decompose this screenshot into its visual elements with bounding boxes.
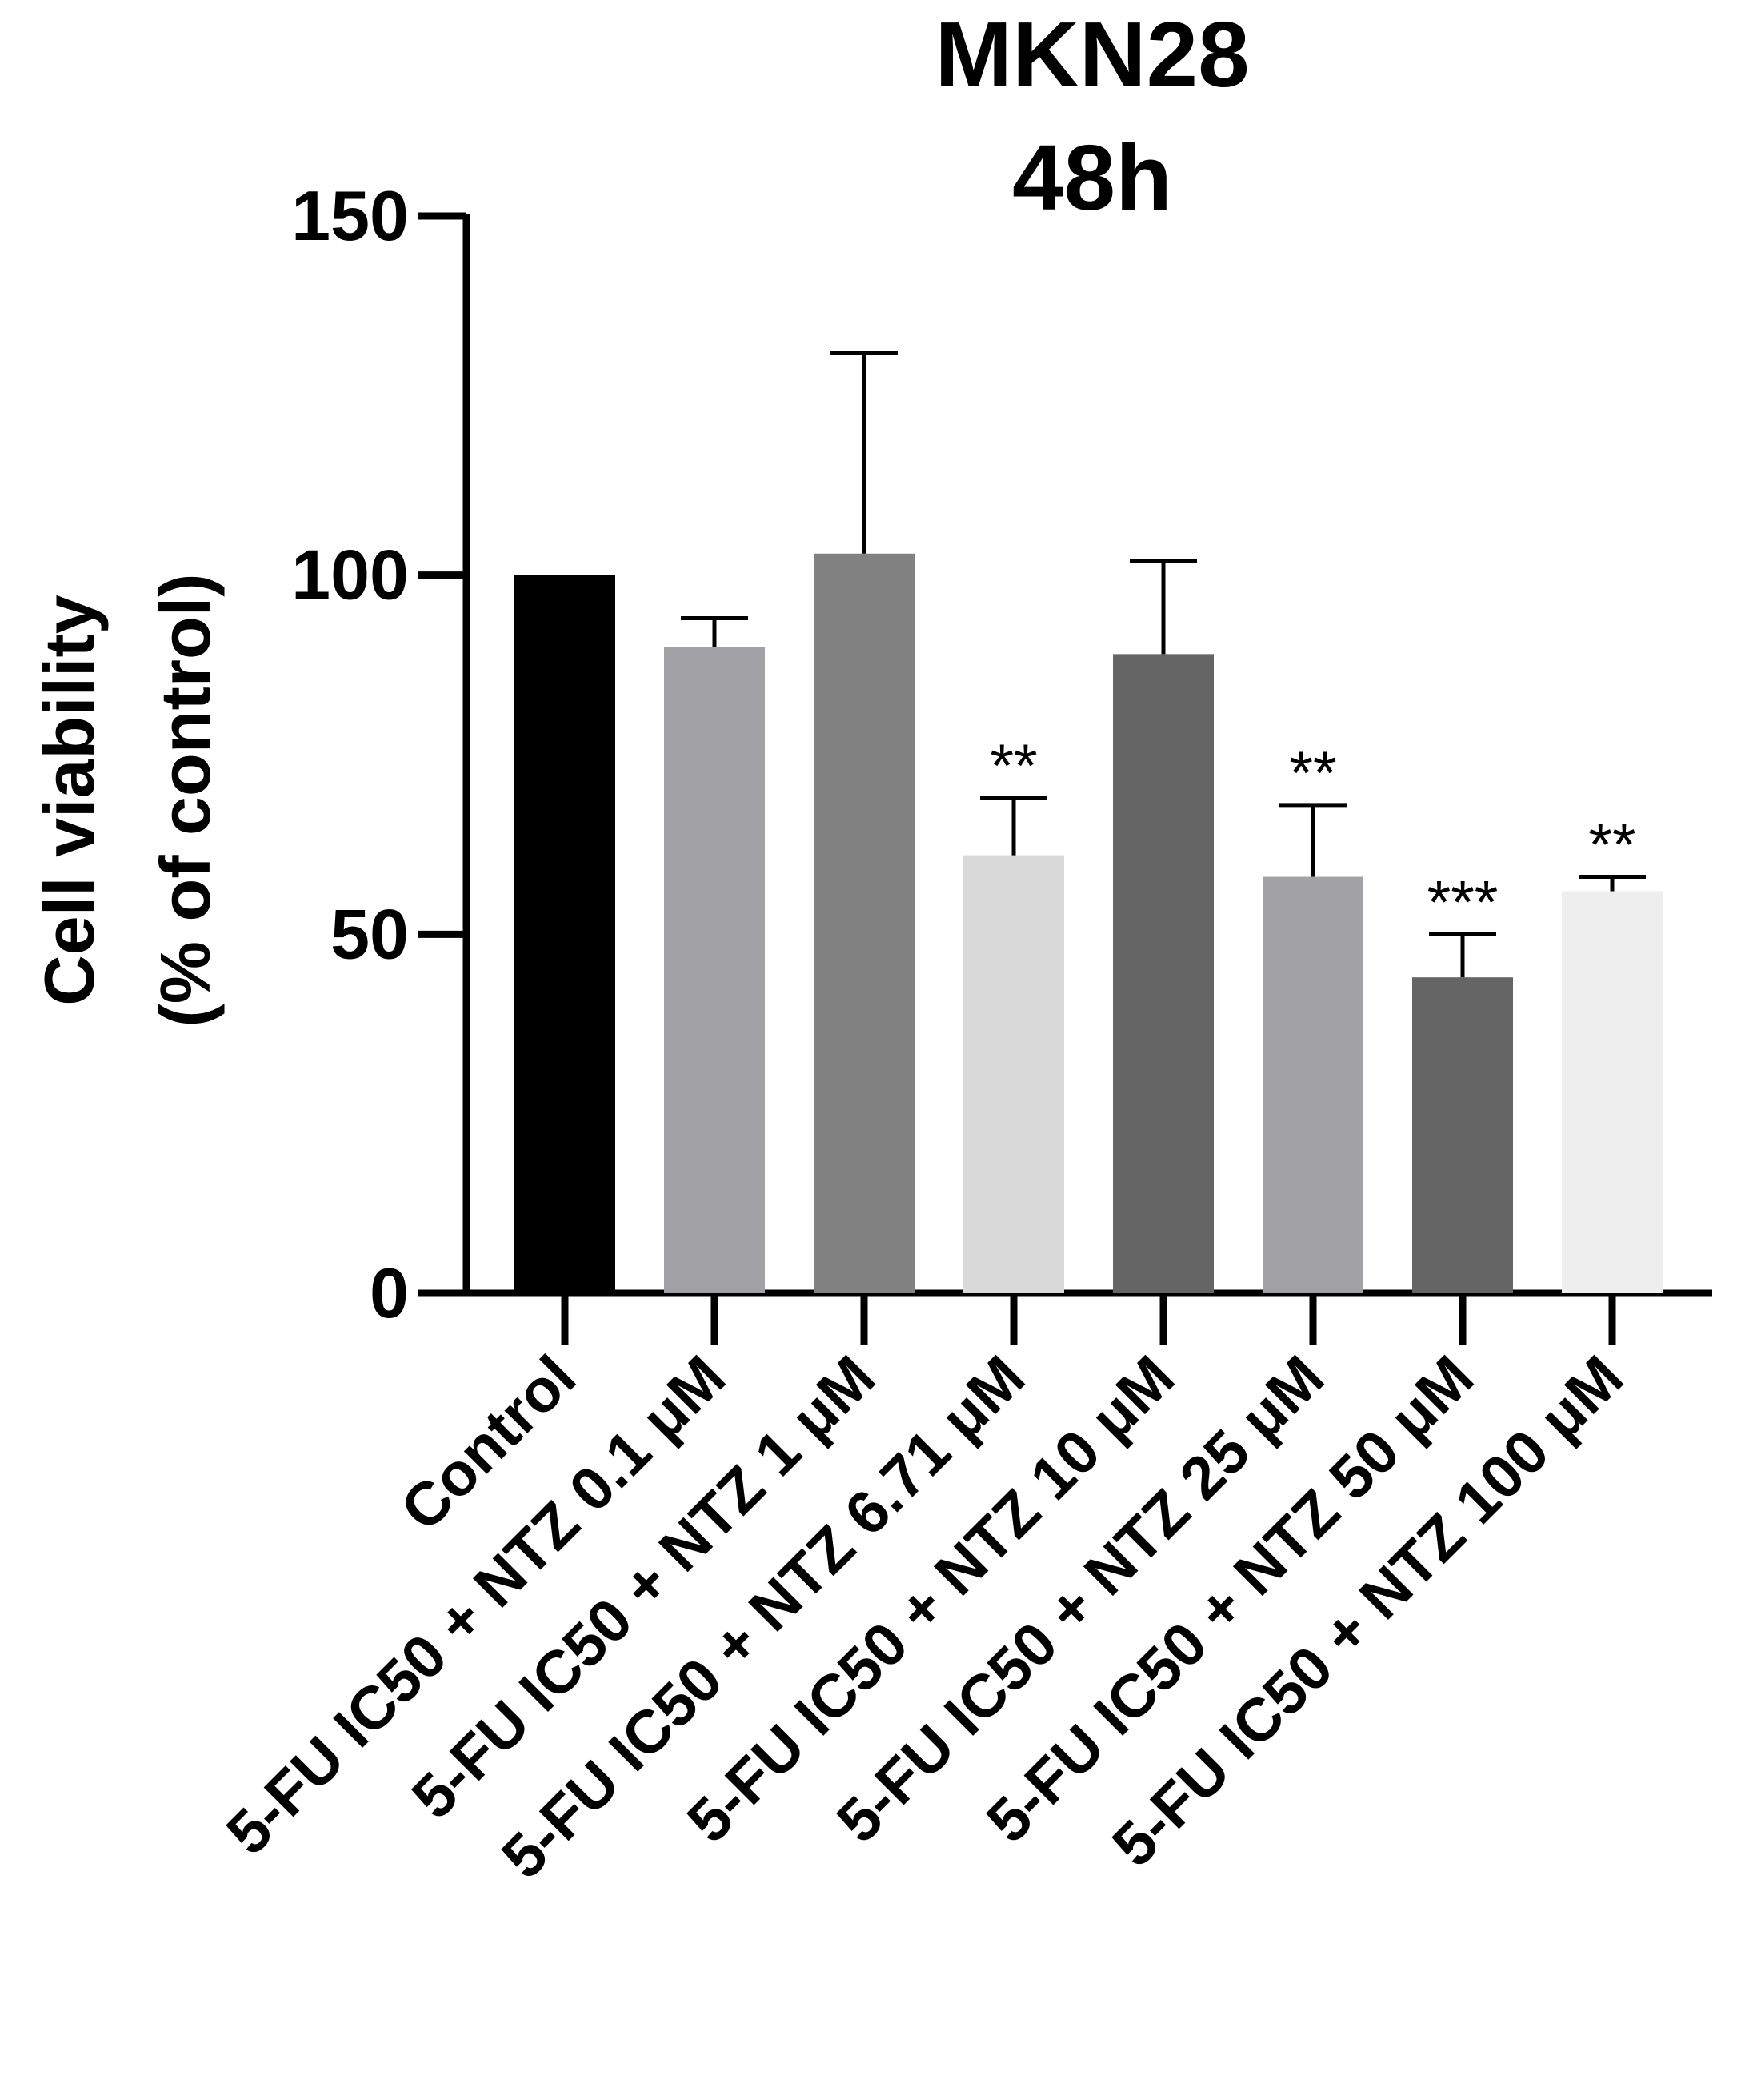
bar-4 [963,855,1064,1293]
significance-marker-7: *** [1427,868,1499,936]
bar-2 [664,647,765,1293]
y-tick-label-100: 100 [291,535,409,615]
bars [514,553,1663,1293]
chart-title-line-1: MKN28 [935,2,1249,106]
significance-marker-4: ** [990,732,1037,800]
y-tick-label-150: 150 [291,176,409,255]
bar-5 [1113,654,1214,1293]
bar-8 [1562,891,1663,1293]
error-bars [681,350,1646,978]
bar-7 [1412,977,1513,1293]
y-tick-label-50: 50 [330,894,409,973]
y-axis-label-line-1: Cell viability [30,595,109,1006]
chart-title-line-2: 48h [1012,126,1172,230]
y-axis-label: Cell viability (% of control) [30,573,225,1027]
bar-3 [814,553,915,1293]
axes [462,214,1712,1297]
bar-6 [1263,876,1363,1293]
chart-title: MKN28 48h [935,2,1249,230]
y-axis-label-line-2: (% of control) [146,573,225,1027]
significance-markers: ** ******* [990,732,1635,936]
y-tick-label-0: 0 [370,1253,409,1333]
bar-1 [514,575,615,1293]
y-ticks: 0 50 100 150 [291,176,1616,1345]
significance-marker-8: ** [1588,812,1635,880]
significance-marker-6: ** [1289,739,1336,808]
